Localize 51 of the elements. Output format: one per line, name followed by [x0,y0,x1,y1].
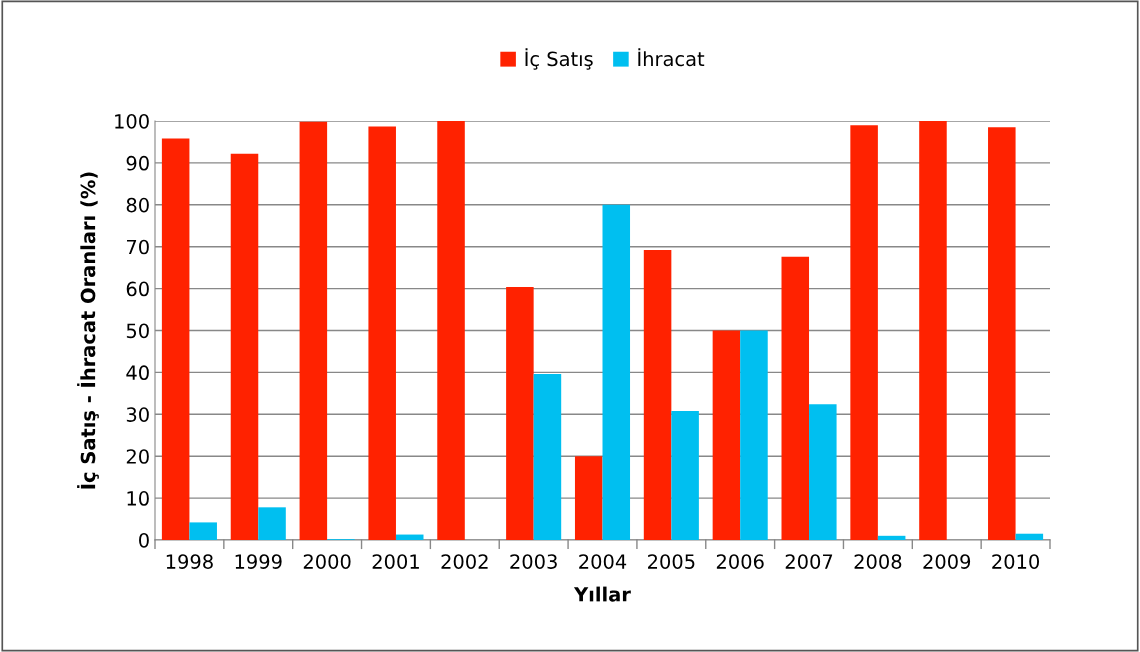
bar [877,535,906,540]
x-tick-label: 1999 [235,554,282,569]
y-axis-title: İç Satış - İhracat Oranları (%) [77,172,99,489]
x-tick-label: 2009 [923,554,971,569]
y-tick-label: 40 [126,365,149,381]
y-tick-label: 10 [127,491,149,506]
y-tick-label: 20 [126,449,149,464]
bar [533,374,562,540]
x-tick-label: 2005 [648,554,695,569]
y-tick-label: 50 [126,323,149,339]
bar [395,534,424,540]
bar [1015,533,1044,540]
x-axis-title: Yıllar [573,586,631,602]
y-tick-label: 30 [126,407,149,422]
y-tick-label: 70 [126,239,149,255]
bar [574,456,603,540]
bar [230,153,259,540]
bar [161,138,190,540]
x-tick-label: 2001 [372,554,419,569]
bar [258,507,286,540]
y-tick-label: 60 [126,281,149,297]
y-tick-label: 90 [126,155,149,171]
bar [368,126,396,540]
x-tick-label: 2008 [854,554,902,569]
bar [437,121,465,540]
bar [189,522,217,540]
bar [988,127,1016,540]
bar [850,125,878,540]
bar [740,330,768,540]
y-tick-label: 80 [126,197,149,213]
bar [299,121,328,540]
x-tick-label: 1998 [166,554,213,569]
x-tick-label: 2006 [716,554,764,569]
x-tick-label: 2003 [510,554,557,569]
bar [712,330,741,540]
bar [643,250,672,540]
x-tick-label: 2002 [441,554,488,569]
x-tick-label: 2007 [785,554,833,569]
y-tick-label: 0 [139,532,149,548]
bar [919,121,947,540]
bar [671,410,699,540]
bar [506,286,534,540]
x-tick-label: 2000 [303,554,351,569]
x-tick-label: 2004 [579,554,627,569]
x-tick-label: 2010 [992,554,1040,569]
y-tick-label: 100 [115,113,149,129]
bar [809,404,837,540]
bar [781,256,810,540]
legend-label: İç Satış [525,48,593,70]
legend-label: İhracat [638,48,705,67]
bar [602,204,631,540]
